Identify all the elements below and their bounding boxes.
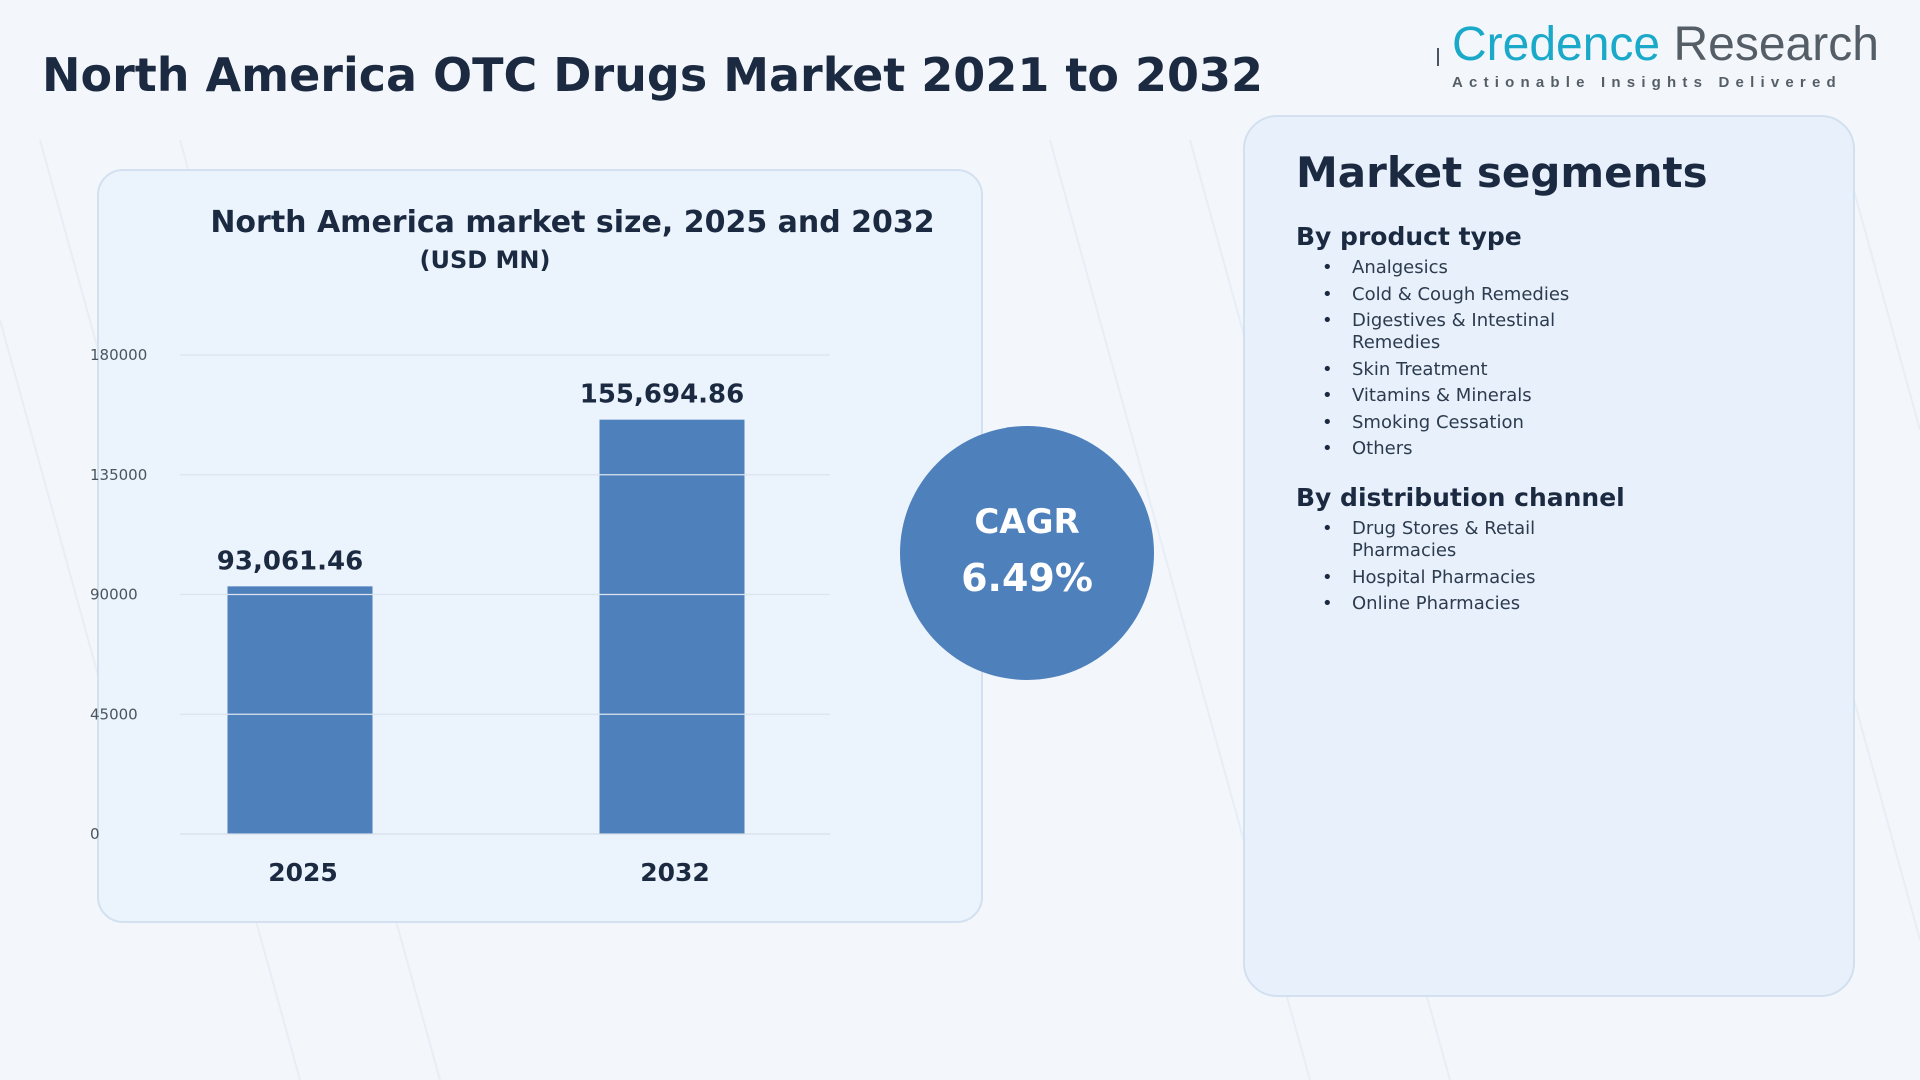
y-tick-label: 90000	[90, 586, 138, 604]
bullet-icon: •	[1322, 385, 1333, 406]
segment-list: • Analgesics • Cold & Cough Remedies • Dige…	[1296, 257, 1816, 460]
bullet-icon: •	[1322, 310, 1333, 331]
bullet-icon: •	[1322, 518, 1333, 539]
bullet-icon: •	[1322, 566, 1333, 588]
logo-wordmark: Credence Research	[1452, 18, 1879, 72]
cagr-badge: CAGR 6.49%	[900, 426, 1154, 680]
bullet-icon: •	[1322, 358, 1333, 380]
segment-item: • Drug Stores & Retail Pharmacies	[1322, 518, 1592, 562]
y-tick-label: 0	[90, 825, 100, 843]
segment-item-label: Analgesics	[1352, 257, 1448, 278]
segment-item-label: Online Pharmacies	[1352, 593, 1521, 614]
segment-item: • Cold & Cough Remedies	[1322, 284, 1592, 306]
segment-item-label: Digestives & Intestinal Remedies	[1352, 310, 1556, 353]
bullet-icon: •	[1322, 438, 1333, 459]
segment-group-distribution-channel: By distribution channel • Drug Stores & R…	[1296, 483, 1816, 620]
data-label: 93,061.46	[217, 546, 363, 576]
logo-word-credence: Credence	[1452, 18, 1661, 71]
segment-item-label: Smoking Cessation	[1352, 411, 1524, 433]
segments-card	[1243, 115, 1855, 997]
segment-item: • Analgesics	[1322, 257, 1592, 279]
y-tick-label: 180000	[90, 346, 147, 364]
segment-item-label: Vitamins & Minerals	[1352, 385, 1532, 406]
x-tick-label: 2025	[268, 858, 338, 887]
segment-item-label: Drug Stores & Retail Pharmacies	[1352, 518, 1536, 561]
bar-2025	[227, 586, 373, 834]
y-tick-label: 135000	[90, 466, 147, 484]
cagr-label: CAGR	[974, 502, 1080, 542]
segment-group-title: By distribution channel	[1296, 483, 1625, 512]
segment-item: • Online Pharmacies	[1322, 593, 1592, 615]
segment-item: • Skin Treatment	[1322, 359, 1592, 381]
segment-group-title: By product type	[1296, 222, 1522, 251]
segment-item: • Vitamins & Minerals	[1322, 385, 1592, 407]
data-label: 155,694.86	[580, 380, 744, 410]
y-tick-label: 45000	[90, 705, 138, 723]
bullet-icon: •	[1322, 411, 1333, 433]
segment-group-product-type: By product type • Analgesics • Cold & Coug…	[1296, 222, 1816, 465]
page-title: North America OTC Drugs Market 2021 to 2…	[42, 48, 1263, 102]
segments-title: Market segments	[1296, 148, 1708, 197]
bar-2032	[599, 419, 745, 834]
bullet-icon: •	[1322, 593, 1333, 614]
segment-item: • Hospital Pharmacies	[1322, 567, 1592, 589]
logo: Credence Research Actionable Insights De…	[1452, 18, 1879, 91]
segment-item: • Smoking Cessation	[1322, 412, 1592, 434]
segment-list: • Drug Stores & Retail Pharmacies • Hospit…	[1296, 518, 1816, 615]
bullet-icon: •	[1322, 257, 1333, 278]
x-tick-label: 2032	[640, 858, 710, 887]
segment-item-label: Cold & Cough Remedies	[1352, 283, 1570, 305]
logo-mark-icon	[1437, 48, 1439, 66]
cagr-value: 6.49%	[961, 556, 1093, 600]
segment-item-label: Others	[1352, 438, 1413, 459]
logo-word-research: Research	[1673, 18, 1879, 71]
segment-item-label: Skin Treatment	[1352, 358, 1488, 380]
segment-item: • Digestives & Intestinal Remedies	[1322, 310, 1592, 354]
segment-item-label: Hospital Pharmacies	[1352, 566, 1536, 588]
bullet-icon: •	[1322, 283, 1333, 305]
segment-item: • Others	[1322, 438, 1592, 460]
chart-subtitle: (USD MN)	[419, 246, 551, 274]
logo-tagline: Actionable Insights Delivered	[1452, 74, 1842, 91]
chart-title: North America market size, 2025 and 2032	[210, 205, 935, 240]
